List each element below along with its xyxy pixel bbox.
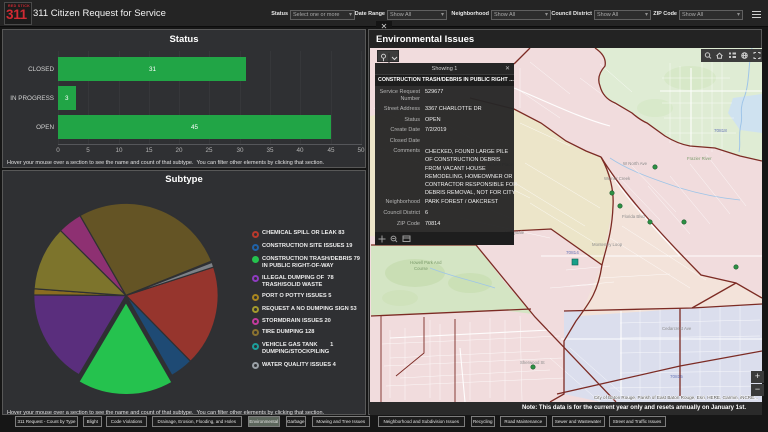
svg-text:City of Baton Rouge, Parish of: City of Baton Rouge, Parish of East Bato… <box>594 395 758 400</box>
svg-text:70818: 70818 <box>714 128 727 133</box>
svg-text:Florida Blvd: Florida Blvd <box>622 214 645 219</box>
svg-text:70815: 70815 <box>670 374 683 379</box>
svg-text:Weiner Creek: Weiner Creek <box>604 176 631 181</box>
svg-text:Monterrey Loop: Monterrey Loop <box>592 242 623 247</box>
svg-text:Cedarcrest Ave: Cedarcrest Ave <box>662 326 692 331</box>
svg-text:Frazier River: Frazier River <box>687 156 712 161</box>
svg-text:Howell Park And: Howell Park And <box>410 260 442 265</box>
svg-text:W North Ave: W North Ave <box>623 161 648 166</box>
svg-text:70814: 70814 <box>566 250 579 255</box>
svg-text:Sherwood St: Sherwood St <box>520 360 545 365</box>
svg-text:Merrydale: Merrydale <box>505 230 525 235</box>
svg-text:Course: Course <box>414 266 428 271</box>
